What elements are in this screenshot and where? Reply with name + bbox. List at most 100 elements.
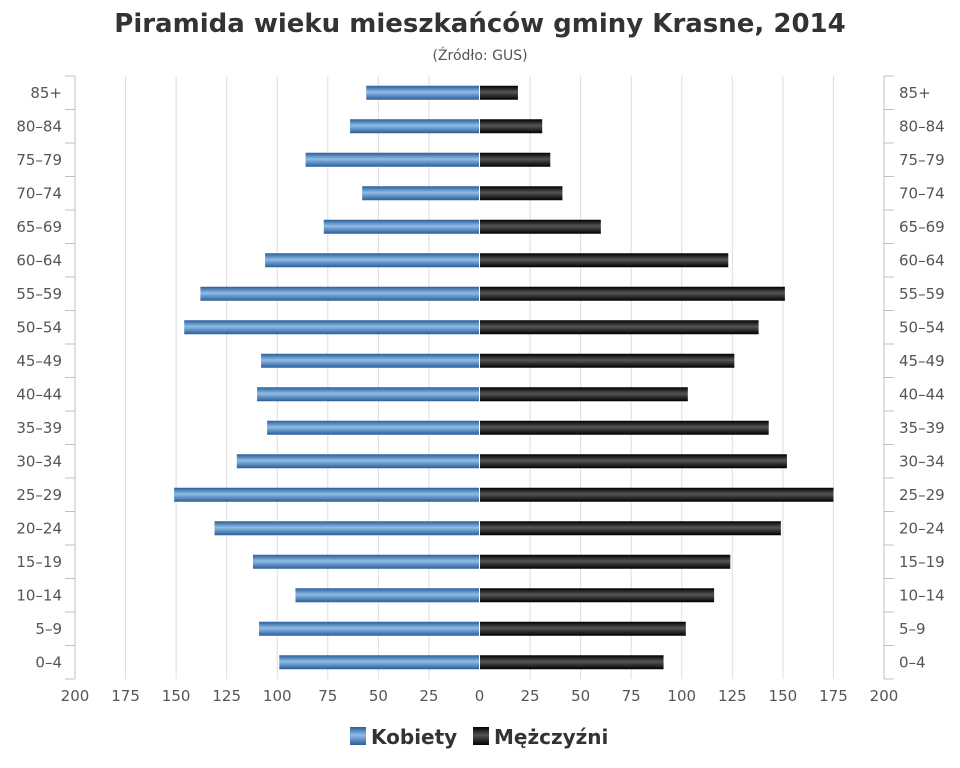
y-category-label-right: 50–54 bbox=[899, 318, 945, 336]
chart-subtitle: (Źródło: GUS) bbox=[432, 46, 527, 64]
y-category-label-left: 25–29 bbox=[16, 486, 62, 504]
grid-lines bbox=[125, 76, 834, 679]
bar-mezczyzni[interactable] bbox=[479, 119, 543, 134]
y-category-label-right: 80–84 bbox=[899, 117, 945, 135]
bar-mezczyzni[interactable] bbox=[479, 621, 686, 636]
axes-group: 200 175 150 125 100 75 50 25 0 25 50 75 100 125 150 175… bbox=[16, 75, 945, 705]
bar-mezczyzni[interactable] bbox=[479, 387, 688, 402]
bar-mezczyzni[interactable] bbox=[479, 253, 729, 268]
bar-kobiety[interactable] bbox=[366, 85, 480, 100]
y-category-label-left: 0–4 bbox=[35, 653, 62, 671]
bar-kobiety[interactable] bbox=[323, 219, 480, 234]
bar-mezczyzni[interactable] bbox=[479, 85, 518, 100]
y-category-label-right: 35–39 bbox=[899, 419, 945, 437]
bar-mezczyzni[interactable] bbox=[479, 186, 563, 201]
y-category-label-left: 30–34 bbox=[16, 452, 62, 470]
y-category-label-right: 20–24 bbox=[899, 519, 945, 537]
bar-kobiety[interactable] bbox=[305, 152, 480, 167]
y-category-label-right: 5–9 bbox=[899, 620, 926, 638]
y-category-label-left: 85+ bbox=[30, 84, 62, 102]
bar-mezczyzni[interactable] bbox=[479, 286, 785, 301]
bar-kobiety[interactable] bbox=[200, 286, 480, 301]
bar-mezczyzni[interactable] bbox=[479, 655, 664, 670]
y-category-label-left: 20–24 bbox=[16, 519, 62, 537]
x-tick-label: 100 bbox=[263, 687, 292, 705]
x-tick-label: 25 bbox=[419, 687, 438, 705]
x-tick-label: 75 bbox=[622, 687, 641, 705]
y-category-label-left: 5–9 bbox=[35, 620, 62, 638]
chart-title: Piramida wieku mieszkańców gminy Krasne,… bbox=[114, 9, 845, 39]
y-category-label-right: 85+ bbox=[899, 84, 931, 102]
legend-swatch bbox=[350, 727, 366, 745]
y-category-label-left: 35–39 bbox=[16, 419, 62, 437]
y-category-label-right: 60–64 bbox=[899, 251, 945, 269]
y-category-label-left: 50–54 bbox=[16, 318, 62, 336]
x-tick-label: 175 bbox=[111, 687, 140, 705]
bar-mezczyzni[interactable] bbox=[479, 152, 551, 167]
bar-mezczyzni[interactable] bbox=[479, 588, 715, 603]
bars-group bbox=[174, 76, 834, 679]
y-category-label-right: 65–69 bbox=[899, 218, 945, 236]
bar-kobiety[interactable] bbox=[174, 487, 480, 502]
y-category-label-right: 40–44 bbox=[899, 385, 945, 403]
y-category-label-right: 15–19 bbox=[899, 553, 945, 571]
x-tick-label: 150 bbox=[162, 687, 191, 705]
bar-mezczyzni[interactable] bbox=[479, 420, 769, 435]
y-category-label-right: 25–29 bbox=[899, 486, 945, 504]
bar-mezczyzni[interactable] bbox=[479, 487, 834, 502]
x-tick-label: 125 bbox=[212, 687, 241, 705]
bar-kobiety[interactable] bbox=[261, 353, 480, 368]
legend[interactable]: Kobiety Mężczyźni bbox=[350, 725, 608, 749]
legend-label: Mężczyźni bbox=[494, 725, 608, 749]
y-category-label-left: 75–79 bbox=[16, 151, 62, 169]
x-tick-label: 50 bbox=[369, 687, 388, 705]
bar-kobiety[interactable] bbox=[265, 253, 480, 268]
y-category-label-right: 45–49 bbox=[899, 352, 945, 370]
x-tick-label: 25 bbox=[521, 687, 540, 705]
y-category-label-right: 0–4 bbox=[899, 653, 926, 671]
bar-mezczyzni[interactable] bbox=[479, 521, 781, 536]
y-category-label-left: 40–44 bbox=[16, 385, 62, 403]
x-tick-label: 125 bbox=[718, 687, 747, 705]
x-tick-label: 0 bbox=[475, 687, 485, 705]
x-tick-label: 100 bbox=[667, 687, 696, 705]
bar-mezczyzni[interactable] bbox=[479, 219, 601, 234]
bar-kobiety[interactable] bbox=[214, 521, 480, 536]
x-tick-label: 50 bbox=[571, 687, 590, 705]
bar-kobiety[interactable] bbox=[267, 420, 480, 435]
y-category-label-left: 10–14 bbox=[16, 586, 62, 604]
bar-kobiety[interactable] bbox=[236, 454, 480, 469]
x-tick-label: 75 bbox=[318, 687, 337, 705]
y-category-label-left: 15–19 bbox=[16, 553, 62, 571]
y-category-label-left: 65–69 bbox=[16, 218, 62, 236]
bar-mezczyzni[interactable] bbox=[479, 353, 735, 368]
bar-kobiety[interactable] bbox=[279, 655, 480, 670]
bar-kobiety[interactable] bbox=[350, 119, 480, 134]
y-category-label-right: 55–59 bbox=[899, 285, 945, 303]
x-tick-label: 150 bbox=[769, 687, 798, 705]
bar-kobiety[interactable] bbox=[252, 554, 480, 569]
bar-mezczyzni[interactable] bbox=[479, 454, 787, 469]
x-tick-label: 200 bbox=[61, 687, 90, 705]
y-category-label-left: 45–49 bbox=[16, 352, 62, 370]
x-tick-label: 200 bbox=[870, 687, 899, 705]
y-category-label-left: 60–64 bbox=[16, 251, 62, 269]
bar-kobiety[interactable] bbox=[295, 588, 480, 603]
y-category-label-right: 75–79 bbox=[899, 151, 945, 169]
bar-mezczyzni[interactable] bbox=[479, 554, 731, 569]
y-category-label-left: 70–74 bbox=[16, 184, 62, 202]
bar-mezczyzni[interactable] bbox=[479, 320, 759, 335]
y-category-label-right: 30–34 bbox=[899, 452, 945, 470]
y-category-label-right: 10–14 bbox=[899, 586, 945, 604]
bar-kobiety[interactable] bbox=[362, 186, 480, 201]
bar-kobiety[interactable] bbox=[184, 320, 480, 335]
legend-item-kobiety[interactable]: Kobiety bbox=[350, 725, 457, 749]
y-category-label-right: 70–74 bbox=[899, 184, 945, 202]
bar-kobiety[interactable] bbox=[257, 387, 480, 402]
y-category-label-left: 55–59 bbox=[16, 285, 62, 303]
legend-swatch bbox=[473, 727, 489, 745]
bar-kobiety[interactable] bbox=[259, 621, 480, 636]
legend-item-mezczyzni[interactable]: Mężczyźni bbox=[473, 725, 608, 749]
legend-label: Kobiety bbox=[371, 725, 457, 749]
x-tick-label: 175 bbox=[819, 687, 848, 705]
